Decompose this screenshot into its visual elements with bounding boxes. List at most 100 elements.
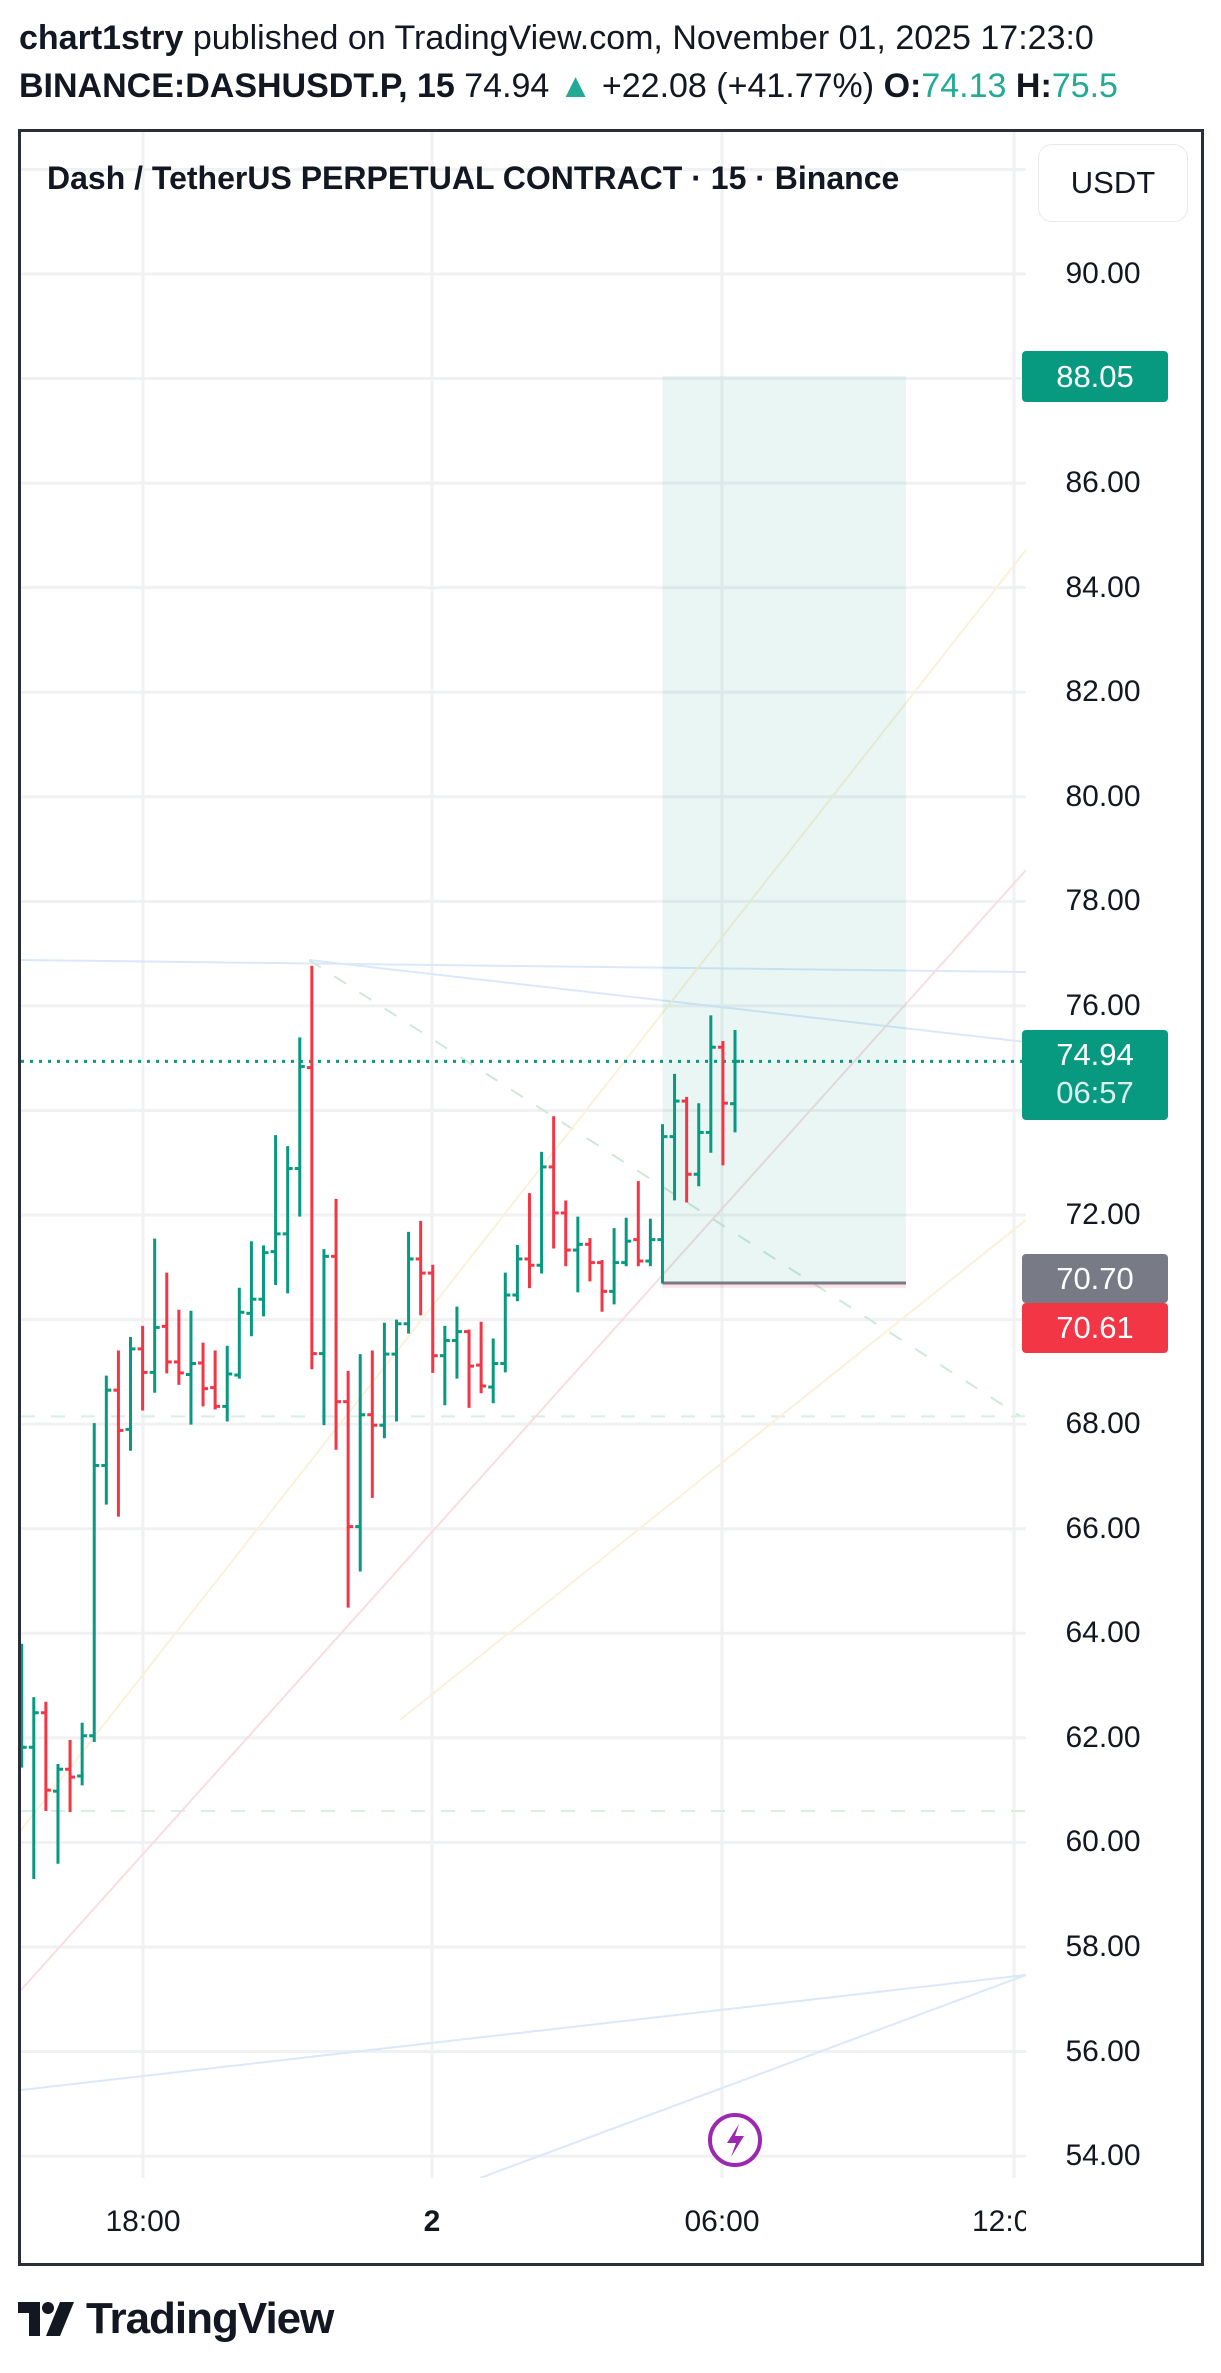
ohlc-bar: [222, 1345, 233, 1422]
ohlc-bar: [572, 1216, 583, 1293]
currency-button[interactable]: USDT: [1038, 144, 1188, 222]
long-position-stop-zone: [662, 1283, 906, 1288]
chart-frame: [18, 129, 1204, 2266]
ohlc-bar: [536, 1151, 547, 1274]
price-axis-label: 90.00: [1065, 257, 1141, 290]
ohlc-bar: [681, 1096, 692, 1203]
ohlc-bar: [270, 1135, 281, 1286]
ohlc-bar: [137, 1325, 148, 1411]
price-axis-label: 86.00: [1065, 466, 1141, 500]
ohlc-bar: [464, 1329, 475, 1408]
time-label-1200: 12:0: [972, 2205, 1026, 2238]
ohlc-bar: [488, 1338, 499, 1404]
ohlc-bar: [730, 1030, 741, 1133]
target-price-tag: 88.05: [1022, 351, 1168, 402]
price-change: +22.08 (+41.77%): [601, 67, 875, 105]
ohlc-bar: [246, 1241, 257, 1337]
drawing-line: [308, 959, 1026, 1043]
plot-area: [21, 132, 1026, 2178]
ohlc-bar: [21, 1643, 27, 1768]
ohlc-bar: [125, 1336, 136, 1451]
drawing-line: [21, 549, 1026, 1831]
ohlc-bar: [210, 1350, 221, 1410]
drawing-line: [21, 1974, 1026, 2091]
price-axis-label: 80.00: [1065, 779, 1141, 813]
ohlc-bar: [161, 1272, 172, 1374]
ohlc-bar: [318, 1249, 329, 1426]
tradingview-logo[interactable]: TradingView: [18, 2294, 334, 2344]
ohlc-bar: [476, 1321, 487, 1394]
ohlc-bar: [451, 1306, 462, 1379]
ohlc-bar: [621, 1217, 632, 1267]
ohlc-bar: [282, 1146, 293, 1294]
ohlc-bar: [415, 1220, 426, 1316]
ohlc-bar: [391, 1319, 402, 1422]
high-label: H:: [1015, 67, 1052, 105]
ohlc-bar: [234, 1287, 245, 1379]
price-axis-label: 64.00: [1065, 1616, 1141, 1650]
price-axis-label: 60.00: [1065, 1825, 1141, 1859]
published-text: published on TradingView.com, November 0…: [183, 19, 1094, 57]
time-label-1800: 18:00: [105, 2205, 181, 2238]
price-axis-label: 84.00: [1065, 570, 1141, 604]
ohlc-bar: [40, 1701, 51, 1811]
ohlc-bar: [524, 1193, 535, 1289]
high-value: 75.5: [1051, 67, 1118, 105]
ohlc-bar: [101, 1375, 112, 1505]
ohlc-bar: [609, 1228, 620, 1305]
ohlc-bar: [258, 1245, 269, 1317]
ohlc-bar: [645, 1218, 656, 1267]
price-axis-label: 72.00: [1065, 1198, 1141, 1232]
up-arrow-icon: ▲: [558, 67, 593, 105]
ohlc-bar: [113, 1350, 124, 1517]
brand-name: TradingView: [86, 2294, 334, 2343]
symbol-info: BINANCE:DASHUSDT.P, 15 74.94 ▲ +22.08 (+…: [19, 66, 1221, 106]
time-label-0600: 06:00: [684, 2205, 760, 2238]
last-price-tag: 74.94 06:57: [1022, 1030, 1168, 1120]
last-price-value: 74.94: [1056, 1037, 1134, 1072]
ohlc-bar: [693, 1103, 704, 1187]
drawing-line: [308, 959, 1021, 1417]
bar-countdown: 06:57: [1056, 1075, 1134, 1110]
ohlc-bar: [633, 1181, 644, 1267]
price-axis-label: 62.00: [1065, 1720, 1141, 1754]
ohlc-bar: [560, 1200, 571, 1267]
ohlc-bar: [331, 1198, 342, 1450]
ohlc-bar: [379, 1322, 390, 1439]
price-axis-label: 68.00: [1065, 1407, 1141, 1441]
price-axis-label: 82.00: [1065, 675, 1141, 709]
stop-price-tag: 70.61: [1022, 1303, 1168, 1353]
entry-price-tag: 70.70: [1022, 1254, 1168, 1303]
ohlc-bar: [512, 1244, 523, 1302]
ohlc-bar: [548, 1116, 559, 1249]
ohlc-bar: [306, 965, 317, 1370]
tradingview-logo-icon: [18, 2302, 74, 2336]
ohlc-bar: [52, 1764, 63, 1864]
ohlc-bar: [149, 1238, 160, 1393]
last-price: 74.94: [464, 67, 550, 105]
chart-legend-title: Dash / TetherUS PERPETUAL CONTRACT · 15 …: [47, 160, 900, 196]
ohlc-bar: [427, 1264, 438, 1373]
ohlc-bar: [185, 1310, 196, 1425]
lightning-bolt-icon: [708, 2113, 762, 2167]
ohlc-bar: [705, 1015, 716, 1153]
publish-info: chart1stry published on TradingView.com,…: [19, 18, 1221, 58]
ohlc-bar: [717, 1040, 728, 1166]
ohlc-bar: [669, 1073, 680, 1201]
ohlc-bar: [500, 1272, 511, 1373]
open-value: 74.13: [921, 67, 1007, 105]
ohlc-bar: [28, 1697, 39, 1879]
drawing-line: [21, 959, 1026, 973]
open-label: O:: [883, 67, 922, 105]
drawing-line: [21, 869, 1026, 1991]
drawing-line: [399, 1219, 1026, 1721]
price-axis-label: 78.00: [1065, 884, 1141, 918]
price-axis-label: 56.00: [1065, 2034, 1141, 2068]
alert-bolt: [727, 2124, 744, 2157]
ohlc-bar: [77, 1722, 88, 1786]
ohlc-bar: [584, 1238, 595, 1282]
ohlc-bar: [294, 1037, 305, 1217]
price-axis-label: 54.00: [1065, 2139, 1141, 2173]
ohlc-bar: [343, 1370, 354, 1608]
